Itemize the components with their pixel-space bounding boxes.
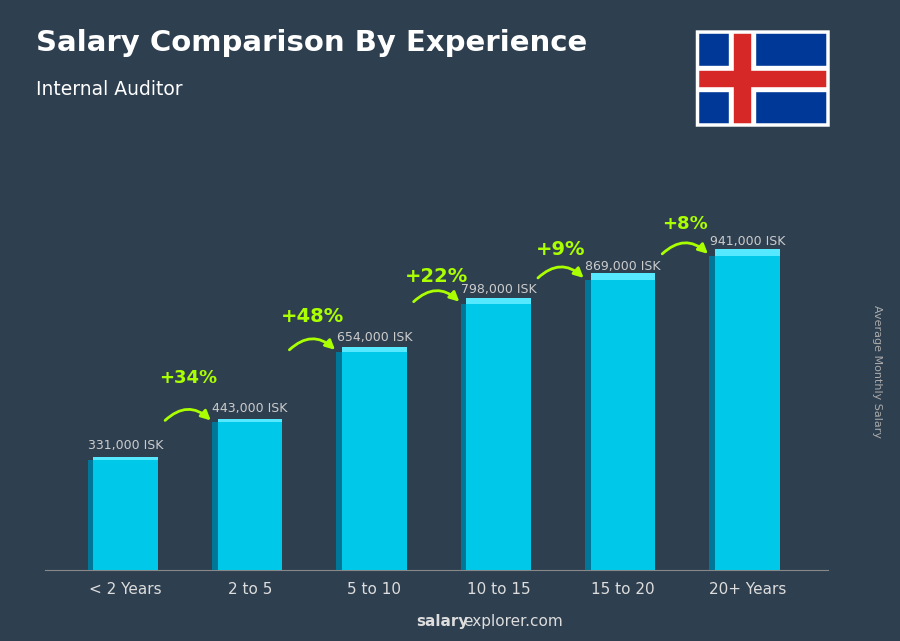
Text: +8%: +8% (662, 215, 708, 233)
Bar (461, 304, 466, 570)
Text: Salary Comparison By Experience: Salary Comparison By Experience (36, 29, 587, 57)
Bar (218, 419, 283, 422)
Bar (342, 352, 407, 570)
Bar (590, 280, 655, 570)
Text: Internal Auditor: Internal Auditor (36, 80, 183, 99)
Bar (342, 347, 407, 352)
Bar (94, 458, 158, 460)
Text: +22%: +22% (405, 267, 468, 286)
Bar (698, 71, 828, 87)
Text: +34%: +34% (159, 369, 217, 387)
Bar (212, 422, 218, 570)
Bar (94, 460, 158, 570)
Bar (709, 256, 715, 570)
Text: salary: salary (417, 615, 469, 629)
Bar (466, 304, 531, 570)
Text: 798,000 ISK: 798,000 ISK (461, 283, 536, 296)
Bar (590, 274, 655, 280)
Bar (337, 352, 342, 570)
Bar (729, 32, 755, 125)
Text: +48%: +48% (281, 307, 344, 326)
Text: 869,000 ISK: 869,000 ISK (585, 260, 661, 272)
Bar (715, 249, 779, 256)
Text: Average Monthly Salary: Average Monthly Salary (872, 305, 883, 438)
Text: +9%: +9% (536, 240, 586, 259)
Bar (585, 280, 590, 570)
Text: 654,000 ISK: 654,000 ISK (337, 331, 412, 344)
Bar (87, 460, 94, 570)
Text: 331,000 ISK: 331,000 ISK (88, 440, 164, 453)
Bar (466, 297, 531, 304)
Bar (218, 422, 283, 570)
Text: explorer.com: explorer.com (464, 615, 563, 629)
Bar (698, 65, 828, 92)
Text: 941,000 ISK: 941,000 ISK (709, 235, 785, 249)
Bar (715, 256, 779, 570)
Text: 443,000 ISK: 443,000 ISK (212, 402, 288, 415)
Bar (734, 32, 750, 125)
